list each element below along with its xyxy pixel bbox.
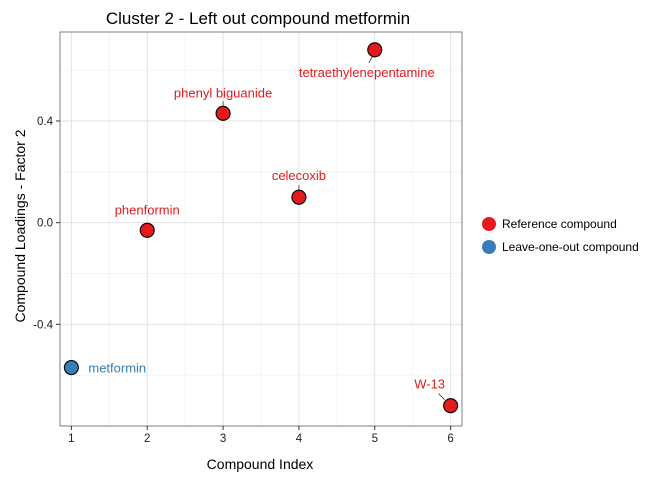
plot-panel: phenformin phenyl biguanide celecoxib tetra…: [59, 31, 463, 427]
legend-label: Leave-one-out compound: [502, 240, 639, 254]
y-axis: -0.4 0.0 0.4: [33, 116, 60, 331]
y-axis-title: Compound Loadings - Factor 2: [12, 129, 28, 322]
label-leader-line: [438, 393, 445, 400]
x-tick-label: 1: [68, 433, 74, 445]
x-tick-label: 3: [220, 433, 226, 445]
plot-border: [59, 31, 463, 427]
y-tick-label: 0.4: [37, 116, 54, 128]
data-point-label: phenyl biguanide: [174, 85, 272, 100]
data-point: [291, 189, 307, 205]
x-tick-label: 4: [296, 433, 303, 445]
data-point-label: tetraethylenepentamine: [299, 65, 435, 80]
data-point-label: metformin: [88, 361, 146, 376]
legend-label: Reference compound: [502, 217, 617, 231]
legend: Reference compound Leave-one-out compound: [482, 217, 639, 254]
data-points: [63, 42, 459, 414]
legend-key: [482, 217, 496, 231]
legend-key: [482, 240, 496, 254]
data-point: [443, 398, 459, 414]
label-leader-line: [368, 55, 374, 63]
x-tick-label: 6: [447, 433, 453, 445]
y-tick-label: 0.0: [37, 218, 53, 230]
x-axis: 1 2 3 4 5 6: [68, 426, 454, 445]
data-point: [367, 42, 383, 58]
point-labels: phenformin phenyl biguanide celecoxib tetra…: [88, 65, 445, 392]
data-point: [139, 222, 155, 238]
x-axis-title: Compound Index: [207, 456, 314, 472]
x-tick-label: 5: [372, 433, 378, 445]
minor-gridlines: [60, 32, 462, 426]
chart-title: Cluster 2 - Left out compound metformin: [106, 9, 410, 28]
y-tick-label: -0.4: [33, 319, 53, 331]
data-point-label: W-13: [414, 377, 445, 392]
data-point: [63, 359, 79, 376]
data-point-label: celecoxib: [272, 168, 326, 183]
x-tick-label: 2: [144, 433, 150, 445]
data-point-label: phenformin: [115, 202, 180, 217]
data-point: [215, 105, 231, 121]
